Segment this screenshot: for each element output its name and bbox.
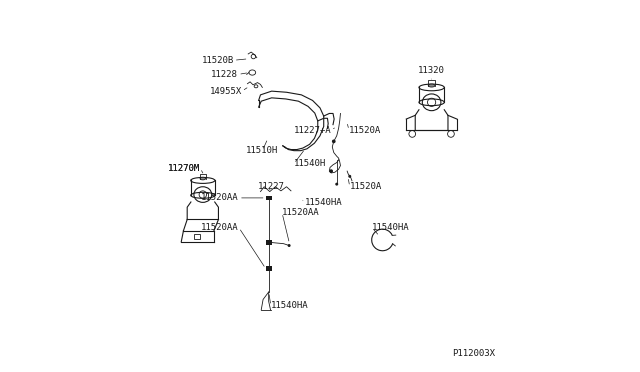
Text: P112003X: P112003X (452, 349, 495, 358)
Text: 11520A: 11520A (349, 126, 381, 135)
Text: 11540HA: 11540HA (372, 223, 410, 232)
Circle shape (348, 175, 351, 178)
Text: 11520AA: 11520AA (201, 193, 239, 202)
Text: 11520AA: 11520AA (282, 208, 320, 217)
Bar (266, 266, 271, 271)
Text: 11520AA: 11520AA (201, 223, 239, 232)
Text: 11520A: 11520A (349, 182, 382, 191)
Ellipse shape (200, 177, 205, 180)
Text: 14955X: 14955X (210, 87, 242, 96)
Circle shape (330, 169, 333, 173)
Circle shape (287, 244, 291, 247)
Bar (266, 240, 271, 245)
Text: 11540HA: 11540HA (271, 301, 308, 310)
Text: 11270M: 11270M (168, 164, 200, 173)
Text: 11540H: 11540H (294, 159, 326, 168)
Text: 11320: 11320 (418, 66, 445, 75)
Text: 11227: 11227 (257, 182, 284, 191)
Circle shape (335, 183, 338, 186)
Circle shape (332, 140, 335, 143)
Text: 11510H: 11510H (246, 146, 278, 155)
Text: 11520B: 11520B (202, 56, 234, 65)
Text: 11227+A: 11227+A (294, 126, 331, 135)
Text: 11270M: 11270M (168, 164, 200, 173)
Ellipse shape (428, 84, 435, 87)
Text: 11540HA: 11540HA (305, 198, 342, 207)
Bar (193, 234, 200, 239)
Bar (266, 196, 271, 200)
Text: 11228: 11228 (211, 70, 238, 79)
